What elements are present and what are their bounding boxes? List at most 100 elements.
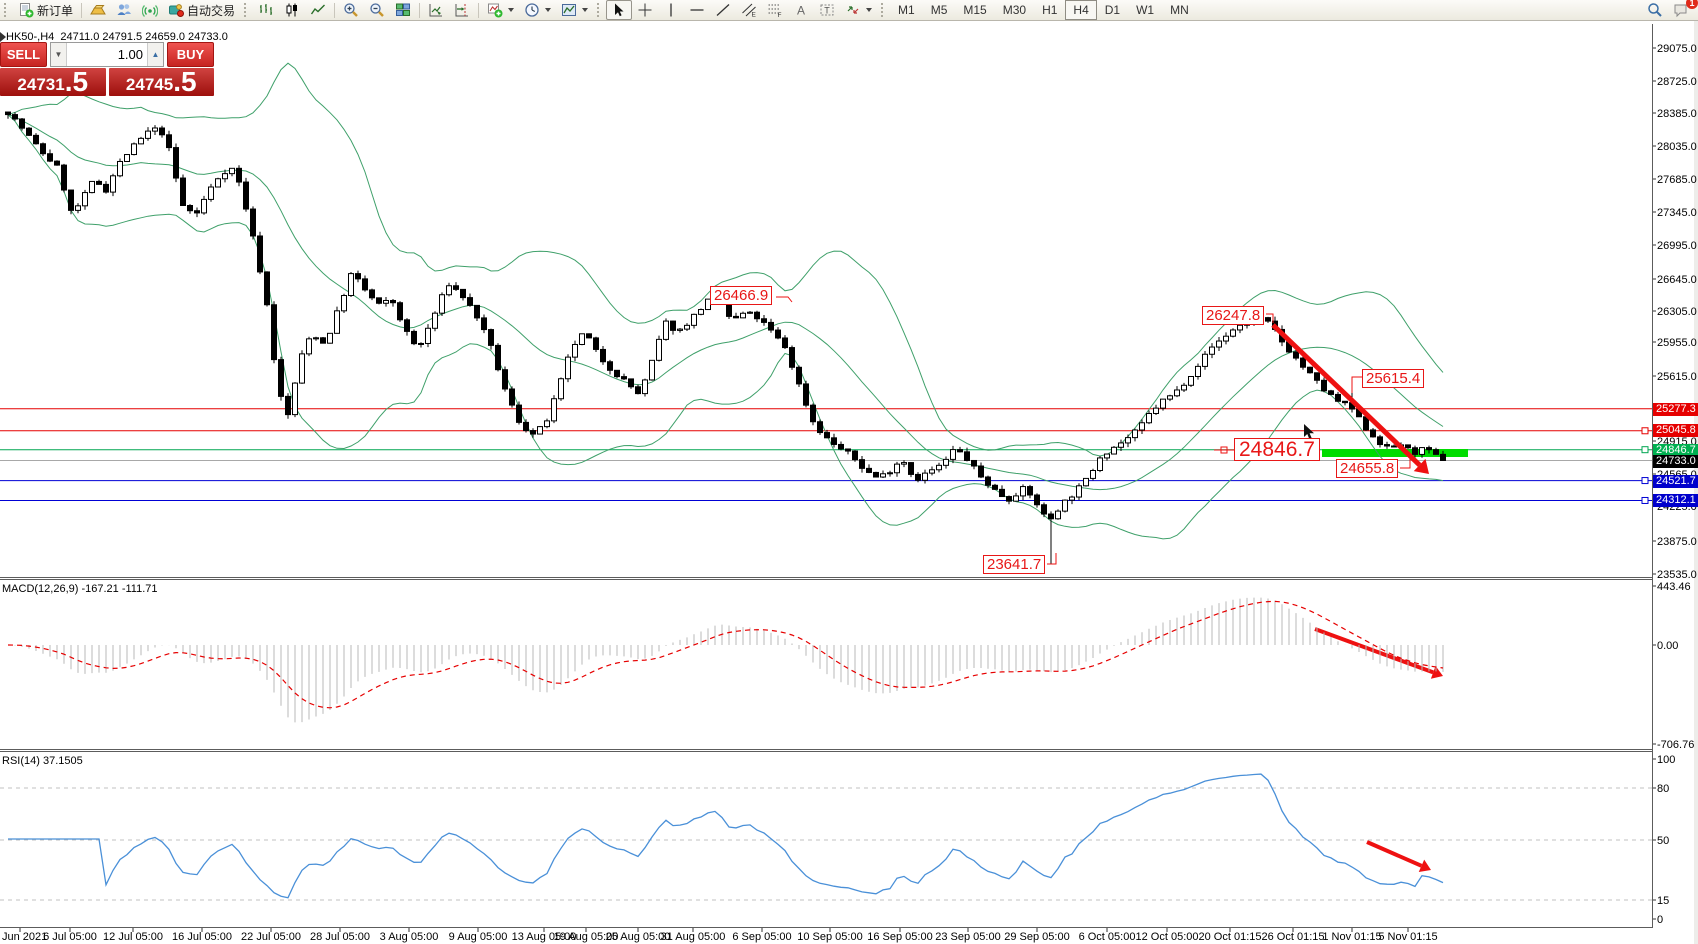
toolbar-grip[interactable]: [881, 3, 886, 17]
bollinger-upper: [7, 62, 1444, 457]
candle: [915, 473, 921, 481]
tab-timeframe-h4[interactable]: H4: [1065, 0, 1097, 20]
svg-text:T: T: [824, 6, 830, 16]
candle: [411, 330, 417, 345]
tab-timeframe-m5[interactable]: M5: [930, 3, 948, 17]
rsi-down-arrow[interactable]: [1366, 840, 1423, 868]
fibonacci-tool-button[interactable]: F: [762, 0, 788, 20]
volume-value[interactable]: 1.00: [117, 47, 143, 62]
text-tool-button[interactable]: A: [788, 0, 814, 20]
candle: [180, 177, 186, 207]
tab-timeframe-m30[interactable]: M30: [1002, 3, 1027, 17]
text-label-tool-button[interactable]: T: [814, 0, 840, 20]
candle: [1153, 407, 1159, 414]
candle: [761, 318, 767, 323]
candle: [1314, 372, 1320, 381]
tab-timeframe-m1[interactable]: M1: [898, 3, 915, 17]
tab-timeframe-mn[interactable]: MN: [1170, 3, 1189, 17]
toolbar-grip[interactable]: [597, 3, 602, 17]
callout-26466[interactable]: 26466.9: [710, 286, 773, 305]
buy-price-main: 24745: [125, 75, 174, 94]
toolbar-grip[interactable]: [244, 3, 249, 17]
time-axis-label: 20 Oct 01:15: [1199, 931, 1262, 943]
macd-down-arrow-head: [1430, 666, 1443, 679]
line-handle[interactable]: [1641, 477, 1649, 485]
candle: [124, 154, 130, 162]
tile-windows-button[interactable]: [390, 0, 416, 20]
toolbar-grip[interactable]: [4, 3, 9, 17]
autotrading-button[interactable]: 自动交易: [163, 0, 240, 20]
time-axis-label: 16 Sep 05:00: [867, 931, 932, 943]
rsi-panel-splitter[interactable]: [0, 749, 1652, 752]
sell-button[interactable]: SELL: [0, 42, 47, 67]
trendline-tool-button[interactable]: [710, 0, 736, 20]
indicators-button[interactable]: [482, 0, 519, 20]
candle: [152, 127, 158, 132]
macd-down-arrow[interactable]: [1314, 627, 1434, 675]
periods-button[interactable]: [519, 0, 556, 20]
sell-price-display[interactable]: 24731 .5: [0, 68, 106, 96]
candle: [215, 178, 221, 188]
candle: [453, 285, 459, 290]
downtrend-arrow[interactable]: [1271, 323, 1422, 467]
line-handle[interactable]: [1641, 496, 1649, 504]
vertical-line-icon: [670, 3, 672, 17]
candle: [782, 337, 788, 349]
green-support-bar[interactable]: [1322, 449, 1468, 457]
candle: [852, 450, 858, 461]
candle: [684, 324, 690, 330]
crosshair-tool-button[interactable]: [632, 0, 658, 20]
candle: [586, 333, 592, 339]
candle: [495, 344, 501, 371]
volume-down-button[interactable]: ▼: [51, 43, 67, 66]
accounts-button[interactable]: [111, 0, 137, 20]
cursor-tool-button[interactable]: [606, 0, 633, 20]
arrows-tool-button[interactable]: [840, 0, 877, 20]
callout-24846[interactable]: 24846.7: [1234, 438, 1320, 461]
candle: [159, 127, 165, 136]
callout-26247[interactable]: 26247.8: [1202, 306, 1265, 325]
candle: [1006, 496, 1012, 502]
buy-button[interactable]: BUY: [167, 42, 214, 67]
volume-up-button[interactable]: ▲: [147, 43, 163, 66]
trade-panel-collapse-icon[interactable]: [0, 32, 6, 42]
vertical-line-tool-button[interactable]: [658, 0, 684, 20]
signal-button[interactable]: [137, 0, 163, 20]
macd-panel-splitter[interactable]: [0, 577, 1652, 580]
tab-timeframe-d1[interactable]: D1: [1104, 3, 1121, 17]
new-order-icon: [20, 3, 34, 18]
horizontal-line-icon: [690, 9, 704, 11]
candle: [593, 337, 599, 350]
candle: [810, 404, 816, 423]
auto-scroll-button[interactable]: [423, 0, 449, 20]
line-chart-button[interactable]: [305, 0, 331, 20]
candlestick-chart-button[interactable]: [279, 0, 305, 20]
callout-23641[interactable]: 23641.7: [983, 555, 1046, 574]
horizontal-line-tool-button[interactable]: [684, 0, 710, 20]
new-order-button[interactable]: 新订单: [13, 0, 78, 20]
chart-shift-button[interactable]: [449, 0, 475, 20]
time-axis-border: [0, 927, 1652, 928]
rsi-axis-label: 100: [1657, 754, 1675, 766]
tab-timeframe-h1[interactable]: H1: [1042, 3, 1058, 17]
bar-chart-button[interactable]: [253, 0, 279, 20]
volume-stepper[interactable]: ▼ 1.00 ▲: [50, 42, 164, 67]
callout-24655[interactable]: 24655.8: [1336, 459, 1399, 478]
tab-timeframe-w1[interactable]: W1: [1136, 3, 1155, 17]
buy-price-display[interactable]: 24745 .5: [108, 68, 214, 96]
search-button[interactable]: [1642, 0, 1668, 20]
line-handle[interactable]: [1641, 427, 1649, 435]
tab-timeframe-m15[interactable]: M15: [963, 3, 987, 17]
callout-25615[interactable]: 25615.4: [1362, 369, 1425, 388]
gold-button[interactable]: [85, 0, 111, 20]
templates-button[interactable]: [556, 0, 593, 20]
channel-tool-button[interactable]: E: [736, 0, 762, 20]
zoom-in-button[interactable]: [338, 0, 364, 20]
zoom-out-button[interactable]: [364, 0, 390, 20]
line-handle[interactable]: [1641, 446, 1649, 454]
candle: [250, 208, 256, 237]
notifications-button[interactable]: 1: [1668, 0, 1698, 20]
candle: [1391, 445, 1397, 448]
price-axis-label: 27685.0: [1657, 174, 1697, 186]
candle: [1321, 379, 1327, 392]
